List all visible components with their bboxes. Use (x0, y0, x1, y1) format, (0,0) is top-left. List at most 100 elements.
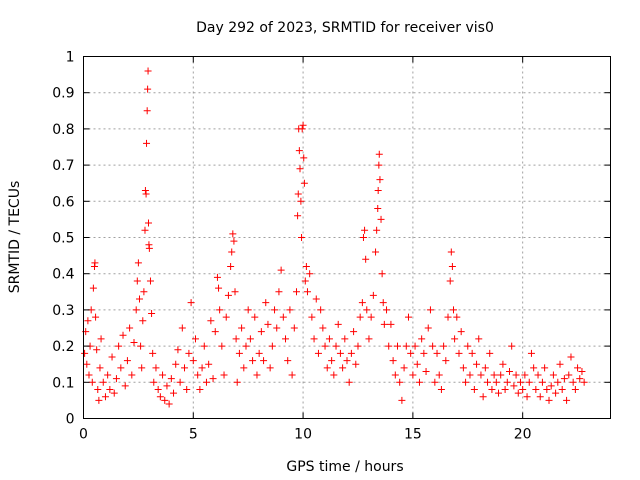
data-point (549, 371, 557, 379)
data-point (139, 317, 147, 325)
data-point (244, 306, 252, 314)
data-point (88, 378, 96, 386)
data-point (492, 378, 500, 386)
data-point (375, 161, 383, 169)
data-point (220, 371, 228, 379)
data-point (266, 364, 274, 372)
data-point (137, 342, 145, 350)
data-point (516, 378, 524, 386)
data-point (209, 375, 217, 383)
data-point (121, 382, 129, 390)
data-point (369, 291, 377, 299)
x-tick-label: 5 (189, 427, 198, 443)
data-point (457, 328, 465, 336)
data-point (196, 386, 204, 394)
data-point (215, 284, 223, 292)
data-point (429, 342, 437, 350)
data-point (530, 364, 538, 372)
data-point (255, 349, 263, 357)
data-point (455, 349, 463, 357)
data-point (159, 371, 167, 379)
data-point (85, 371, 93, 379)
data-point (178, 324, 186, 332)
data-point (213, 273, 221, 281)
data-point (545, 396, 553, 404)
data-point (317, 306, 325, 314)
y-tick-label: 0 (66, 412, 75, 428)
data-point (163, 382, 171, 390)
data-point (358, 299, 366, 307)
data-point (126, 324, 134, 332)
data-point (200, 342, 208, 350)
data-point (235, 349, 243, 357)
data-point (242, 342, 250, 350)
data-point (374, 205, 382, 213)
data-point (375, 150, 383, 158)
y-tick-label: 0.6 (52, 194, 74, 210)
data-point (222, 313, 230, 321)
data-point (426, 306, 434, 314)
data-point (444, 313, 452, 321)
data-point (312, 295, 320, 303)
data-point (292, 288, 300, 296)
data-point (224, 291, 232, 299)
y-tick-label: 0.7 (52, 158, 74, 174)
data-point (161, 396, 169, 404)
data-point (446, 277, 454, 285)
data-point (400, 364, 408, 372)
data-point (391, 371, 399, 379)
data-point (89, 284, 97, 292)
y-tick-label: 0.8 (52, 122, 74, 138)
data-point (142, 190, 150, 198)
data-point (576, 375, 584, 383)
data-point (183, 386, 191, 394)
y-axis-ticks: 0 0.1 0.2 0.3 0.4 0.5 0.6 0.7 0.8 0.9 1 (52, 50, 611, 428)
data-point (470, 386, 478, 394)
data-point (411, 342, 419, 350)
data-point (407, 349, 415, 357)
data-point (462, 378, 470, 386)
data-point (361, 226, 369, 234)
data-point (144, 67, 152, 75)
data-point (503, 378, 511, 386)
data-point (144, 219, 152, 227)
data-point (508, 342, 516, 350)
data-point (543, 386, 551, 394)
plot-frame (83, 56, 611, 419)
data-point (306, 270, 314, 278)
data-point (81, 349, 89, 357)
data-point (207, 317, 215, 325)
data-point (230, 237, 238, 245)
y-tick-label: 0.1 (52, 375, 74, 391)
data-point (356, 313, 364, 321)
data-point (132, 306, 140, 314)
data-point (141, 226, 149, 234)
data-point (418, 335, 426, 343)
y-tick-label: 0.9 (52, 86, 74, 102)
data-point (297, 197, 305, 205)
data-point (396, 378, 404, 386)
data-point (301, 277, 309, 285)
data-point (431, 378, 439, 386)
data-point (143, 139, 151, 147)
data-point (229, 230, 237, 238)
data-point (119, 331, 127, 339)
data-point (279, 313, 287, 321)
data-point (128, 371, 136, 379)
data-point (117, 364, 125, 372)
data-point (172, 360, 180, 368)
data-point (376, 176, 384, 184)
data-point (211, 328, 219, 336)
data-point (486, 349, 494, 357)
data-point (300, 179, 308, 187)
data-point (558, 386, 566, 394)
data-point (191, 335, 199, 343)
data-point (152, 364, 160, 372)
data-point (130, 338, 138, 346)
data-point (440, 342, 448, 350)
data-point (534, 371, 542, 379)
data-point (347, 349, 355, 357)
y-tick-label: 0.5 (52, 231, 74, 247)
data-point (574, 364, 582, 372)
data-point (314, 349, 322, 357)
